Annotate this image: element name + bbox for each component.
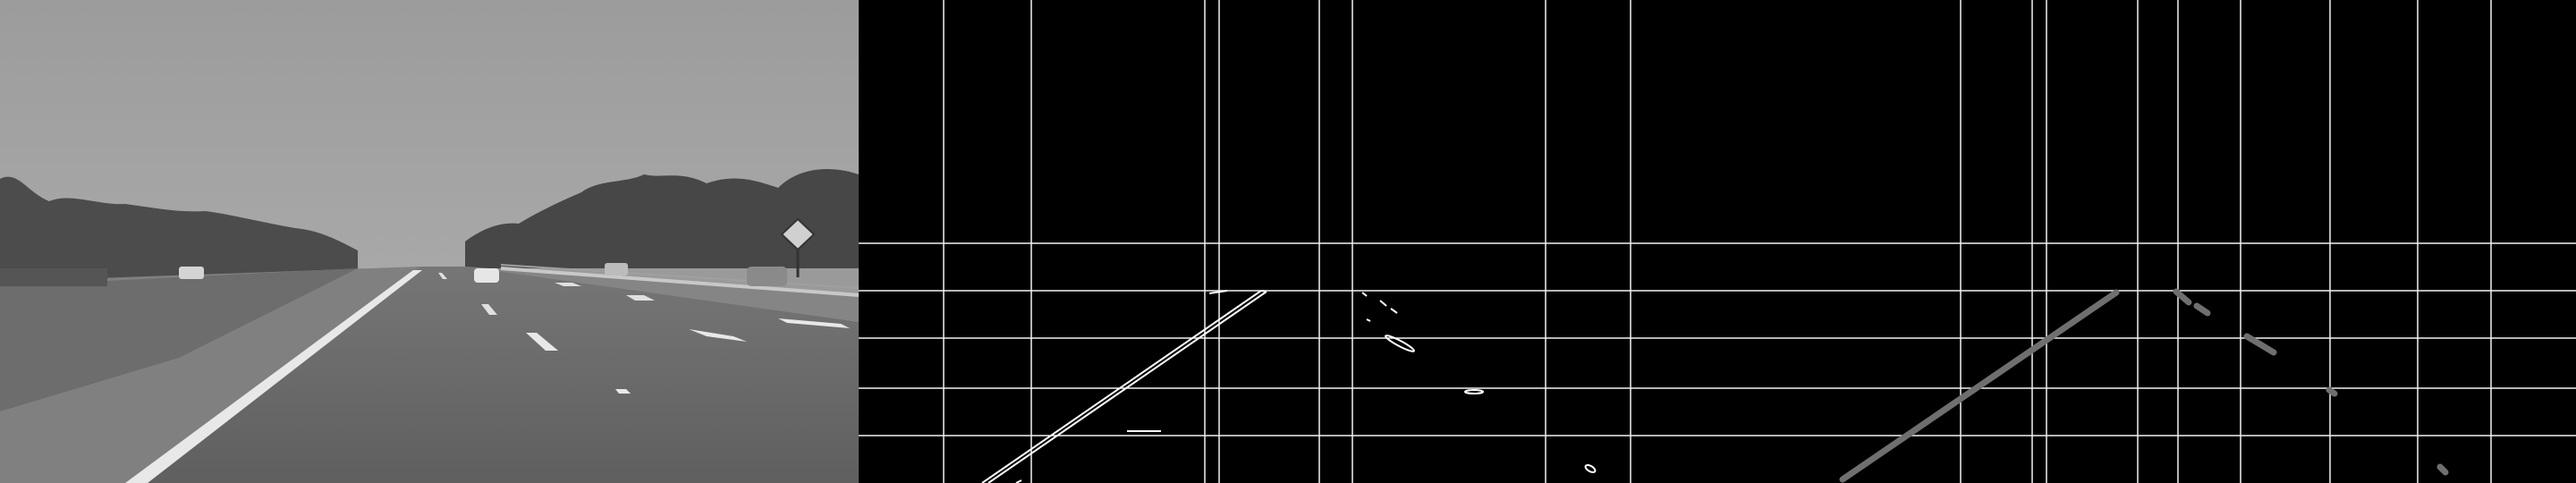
grid <box>859 0 1717 483</box>
hough-lines-panel <box>1717 0 2576 483</box>
road-photo-panel <box>0 0 859 483</box>
car <box>474 268 499 283</box>
edges <box>981 290 1597 483</box>
right-trees <box>465 169 859 268</box>
road-surface <box>125 267 859 483</box>
hough-image <box>1717 0 2576 483</box>
left-trees <box>0 176 358 286</box>
left-lane-line <box>125 270 422 483</box>
edge-detection-panel <box>859 0 1717 483</box>
car <box>747 267 787 286</box>
car <box>179 267 204 279</box>
grid <box>1717 0 2576 483</box>
hough-lines <box>1839 288 2449 483</box>
road-photo <box>0 0 859 483</box>
edge-image <box>859 0 1717 483</box>
car <box>605 263 628 275</box>
